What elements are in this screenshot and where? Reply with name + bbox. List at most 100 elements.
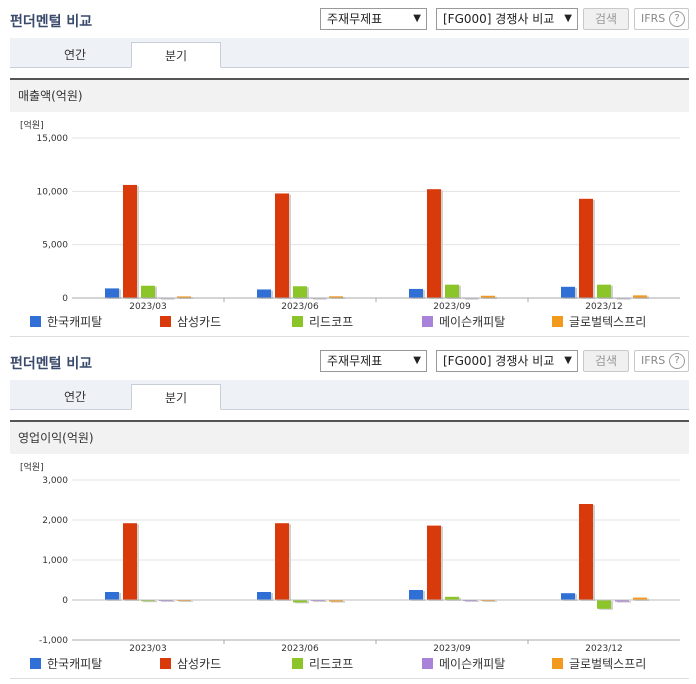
ifrs-button[interactable]: IFRS ?	[634, 350, 689, 372]
legend-item-삼성카드[interactable]: 삼성카드	[160, 312, 221, 332]
bar-삼성카드-2023/03	[123, 523, 137, 600]
legend-item-글로벌텍스프리[interactable]: 글로벌텍스프리	[552, 654, 646, 674]
x-tick-label: 2023/09	[433, 644, 471, 654]
bar-shadow	[465, 601, 479, 602]
x-tick-label: 2023/03	[129, 302, 166, 312]
bar-리드코프-2023/06	[293, 286, 307, 298]
peer-select[interactable]: [FG000] 경쟁사 비교 ▼	[436, 350, 578, 372]
bar-한국캐피탈-2023/03	[105, 592, 119, 600]
help-icon: ?	[669, 11, 685, 27]
legend-swatch	[30, 316, 41, 327]
legend-item-한국캐피탈[interactable]: 한국캐피탈	[30, 312, 102, 332]
bar-삼성카드-2023/09	[427, 525, 441, 600]
x-tick-label: 2023/09	[433, 302, 471, 312]
bar-글로벌텍스프리-2023/06	[329, 296, 343, 298]
y-tick-label: 1,000	[42, 556, 68, 566]
panel-title: 펀더멘털 비교	[10, 356, 93, 372]
chart-legend: 한국캐피탈 삼성카드 리드코프 메이슨캐피탈 글로벌텍스프리	[10, 312, 689, 332]
period-tabs: 연간 분기	[10, 380, 689, 410]
fundamental-panel-sales: 펀더멘털 비교 주재무제표 ▼ [FG000] 경쟁사 비교 ▼ 검색 IFRS…	[0, 0, 696, 337]
legend-item-글로벌텍스프리[interactable]: 글로벌텍스프리	[552, 312, 646, 332]
legend-label: 글로벌텍스프리	[569, 315, 647, 329]
legend-item-메이슨캐피탈[interactable]: 메이슨캐피탈	[422, 654, 505, 674]
peer-select[interactable]: [FG000] 경쟁사 비교 ▼	[436, 8, 578, 30]
legend-item-한국캐피탈[interactable]: 한국캐피탈	[30, 654, 102, 674]
bar-shadow	[161, 601, 175, 602]
period-tabs: 연간 분기	[10, 38, 689, 68]
legend-swatch	[552, 658, 563, 669]
bar-글로벌텍스프리-2023/03	[177, 296, 191, 298]
bar-shadow	[483, 601, 497, 602]
bar-한국캐피탈-2023/12	[561, 593, 575, 600]
y-tick-label: 5,000	[42, 241, 68, 251]
y-tick-label: 0	[62, 596, 68, 606]
y-axis-label: [억원]	[20, 461, 44, 473]
panel-header: 펀더멘털 비교 주재무제표 ▼ [FG000] 경쟁사 비교 ▼ 검색 IFRS…	[0, 342, 696, 380]
y-tick-label: -1,000	[39, 636, 68, 646]
fundamental-panel-operating-income: 펀더멘털 비교 주재무제표 ▼ [FG000] 경쟁사 비교 ▼ 검색 IFRS…	[0, 342, 696, 684]
legend-swatch	[292, 658, 303, 669]
ifrs-button[interactable]: IFRS ?	[634, 8, 689, 30]
panel-header: 펀더멘털 비교 주재무제표 ▼ [FG000] 경쟁사 비교 ▼ 검색 IFRS…	[0, 0, 696, 38]
y-tick-label: 0	[62, 294, 68, 304]
bar-shadow	[465, 298, 479, 300]
legend-label: 리드코프	[309, 315, 354, 329]
legend-swatch	[160, 316, 171, 327]
legend-label: 메이슨캐피탈	[439, 657, 506, 671]
sales-bar-chart: [억원] 0 5,000 10,000 15,000 2023/03 2023/06 2023…	[20, 119, 680, 312]
bar-삼성카드-2023/06	[275, 523, 289, 600]
x-tick-label: 2023/06	[281, 644, 319, 654]
bar-삼성카드-2023/06	[275, 193, 289, 298]
y-tick-label: 10,000	[37, 187, 69, 197]
bar-리드코프-2023/09	[445, 596, 459, 600]
chart-title: 매출액(억원)	[10, 80, 689, 112]
legend-label: 메이슨캐피탈	[439, 315, 506, 329]
x-tick-label: 2023/03	[129, 644, 166, 654]
legend-item-리드코프[interactable]: 리드코프	[292, 654, 353, 674]
legend-item-리드코프[interactable]: 리드코프	[292, 312, 353, 332]
bar-한국캐피탈-2023/06	[257, 289, 271, 298]
chart-container: 영업이익(억원) [억원] -1,000 0 1,000 2,000 3,000 2023/…	[10, 420, 689, 654]
bar-shadow	[331, 601, 345, 603]
panel-title: 펀더멘털 비교	[10, 14, 93, 30]
chart-container: 매출액(억원) [억원] 0 5,000 10,000 15,000 2023/03 202…	[10, 78, 689, 312]
bar-삼성카드-2023/09	[427, 189, 441, 298]
bar-글로벌텍스프리-2023/09	[481, 295, 495, 298]
statement-select[interactable]: 주재무제표 ▼	[320, 8, 427, 30]
operating-income-bar-chart: [억원] -1,000 0 1,000 2,000 3,000 2023/03 2023/06…	[20, 461, 680, 654]
help-icon: ?	[669, 353, 685, 369]
bar-글로벌텍스프리-2023/12	[633, 597, 647, 600]
bar-shadow	[143, 601, 157, 603]
chevron-down-icon: ▼	[413, 355, 421, 366]
legend-label: 삼성카드	[177, 315, 222, 329]
y-tick-label: 3,000	[42, 476, 68, 486]
legend-label: 글로벌텍스프리	[569, 657, 647, 671]
peer-select-value: [FG000] 경쟁사 비교	[443, 354, 555, 368]
tab-quarterly[interactable]: 분기	[131, 384, 221, 410]
legend-item-삼성카드[interactable]: 삼성카드	[160, 654, 221, 674]
tab-annual[interactable]: 연간	[63, 390, 87, 404]
legend-swatch	[292, 316, 303, 327]
legend-label: 한국캐피탈	[47, 657, 103, 671]
bar-글로벌텍스프리-2023/06	[329, 600, 343, 602]
divider	[10, 678, 689, 679]
tab-quarterly[interactable]: 분기	[131, 42, 221, 68]
bar-한국캐피탈-2023/09	[409, 288, 423, 298]
search-button[interactable]: 검색	[583, 8, 629, 30]
x-tick-label: 2023/06	[281, 302, 319, 312]
chart-title: 영업이익(억원)	[10, 422, 689, 454]
statement-select[interactable]: 주재무제표 ▼	[320, 350, 427, 372]
legend-item-메이슨캐피탈[interactable]: 메이슨캐피탈	[422, 312, 505, 332]
tab-annual[interactable]: 연간	[63, 48, 87, 62]
statement-select-value: 주재무제표	[327, 354, 383, 368]
bar-글로벌텍스프리-2023/12	[633, 295, 647, 298]
bar-메이슨캐피탈-2023/12	[615, 600, 629, 602]
legend-swatch	[422, 316, 433, 327]
x-tick-label: 2023/12	[585, 302, 622, 312]
bar-한국캐피탈-2023/12	[561, 286, 575, 298]
search-button[interactable]: 검색	[583, 350, 629, 372]
ifrs-label: IFRS	[641, 12, 666, 25]
chevron-down-icon: ▼	[564, 355, 572, 366]
bar-shadow	[313, 298, 327, 300]
legend-label: 리드코프	[309, 657, 354, 671]
